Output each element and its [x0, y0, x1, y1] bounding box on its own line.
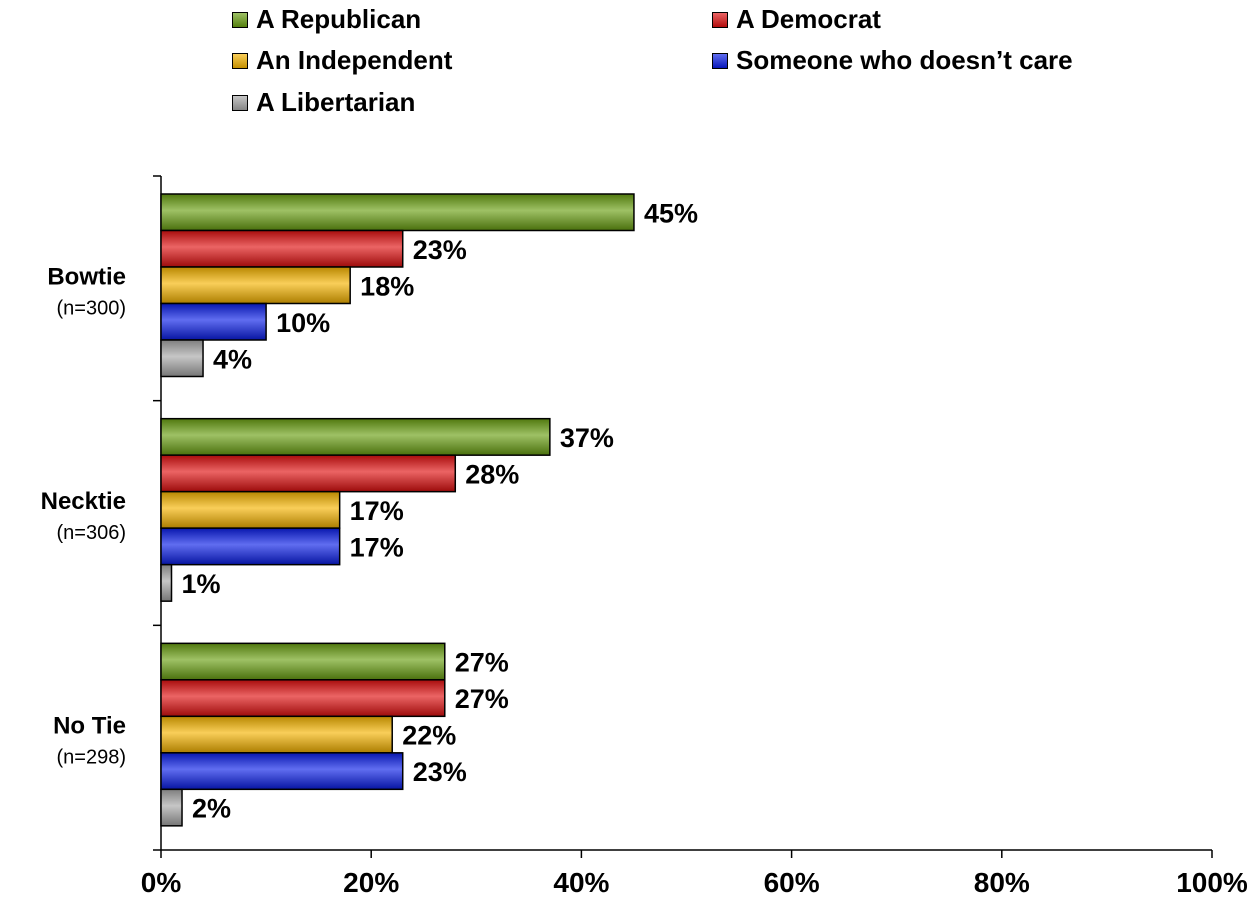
bar: [161, 565, 172, 602]
plot-area: 0% 20% 40% 60% 80% 100% Bowtie (n=300) Necktie (n…: [41, 176, 1248, 898]
bar: [161, 455, 455, 492]
x-tick-label: 20%: [343, 867, 399, 898]
bar: [161, 267, 350, 304]
bar: [161, 492, 340, 528]
category-sample-size: (n=300): [57, 297, 127, 319]
bar: [161, 789, 182, 826]
bar-value-label: 27%: [455, 684, 509, 714]
x-tick-label: 60%: [764, 867, 820, 898]
bar-value-label: 23%: [413, 235, 467, 265]
bar: [161, 753, 403, 790]
bar-value-label: 27%: [455, 648, 509, 678]
bar: [161, 340, 203, 377]
bar-value-label: 22%: [402, 721, 456, 751]
category-label: Necktie: [41, 488, 126, 515]
category-label: Bowtie: [47, 263, 126, 290]
bar-value-label: 17%: [350, 532, 404, 562]
bar-value-label: 23%: [413, 757, 467, 787]
bar-value-label: 10%: [276, 308, 330, 338]
bar-value-label: 45%: [644, 198, 698, 228]
x-tick-label: 40%: [553, 867, 609, 898]
bar-value-label: 17%: [350, 496, 404, 526]
bar: [161, 304, 266, 341]
bar-value-label: 2%: [192, 794, 231, 824]
bar-value-label: 28%: [465, 459, 519, 489]
bar: [161, 231, 403, 268]
x-tick-label: 0%: [141, 867, 182, 898]
bar: [161, 194, 634, 231]
bar: [161, 643, 445, 680]
bar: [161, 528, 340, 565]
x-tick-label: 80%: [974, 867, 1030, 898]
bar-value-label: 1%: [182, 569, 221, 599]
bar: [161, 419, 550, 456]
x-tick-label: 100%: [1176, 867, 1248, 898]
category-sample-size: (n=298): [57, 747, 127, 769]
bar-value-label: 18%: [360, 271, 414, 301]
bar: [161, 680, 445, 717]
category-label: No Tie: [53, 713, 126, 740]
bar: [161, 716, 392, 753]
bar-value-label: 4%: [213, 344, 252, 374]
category-sample-size: (n=306): [57, 522, 127, 544]
bar-value-label: 37%: [560, 423, 614, 453]
